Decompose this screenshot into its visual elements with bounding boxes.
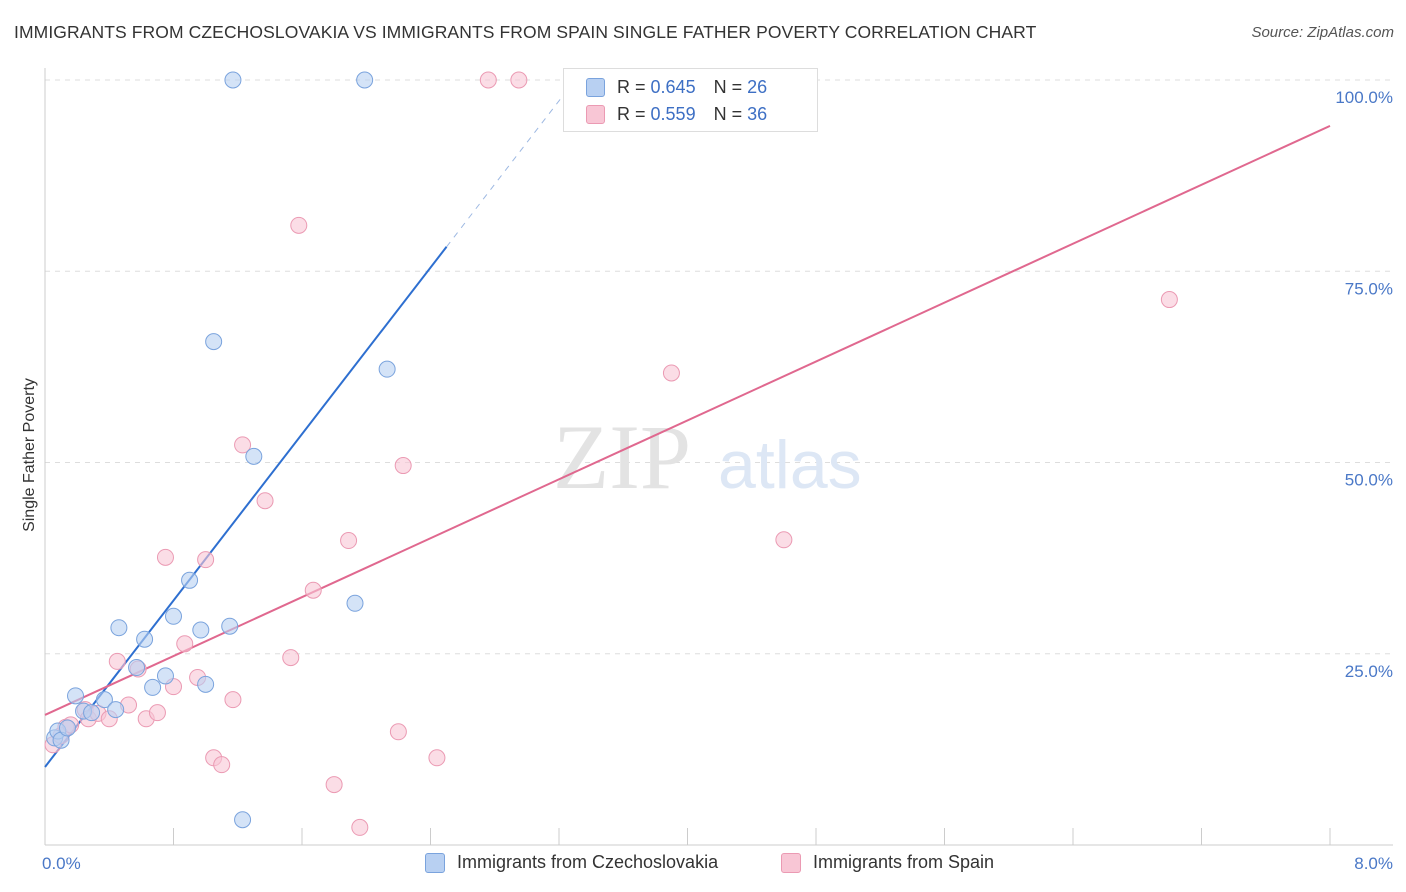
czech-point bbox=[67, 687, 85, 705]
y-tick-label: 25.0% bbox=[1345, 662, 1393, 681]
legend-row-spain: R = 0.559 N = 36 bbox=[586, 102, 767, 126]
spain-point bbox=[290, 216, 308, 234]
czech-point bbox=[356, 71, 374, 89]
czech-point bbox=[128, 659, 146, 677]
spain-point bbox=[479, 71, 497, 89]
y-tick-labels: 25.0% 50.0% 75.0% 100.0% bbox=[1335, 88, 1393, 681]
stats-legend: R = 0.645 N = 26 R = 0.559 N = 36 bbox=[563, 68, 818, 132]
spain-point bbox=[282, 649, 300, 667]
czech-r-value: 0.645 bbox=[650, 76, 696, 97]
legend-czech-label: Immigrants from Czechoslovakia bbox=[457, 852, 719, 872]
czech-swatch bbox=[586, 77, 605, 97]
spain-point bbox=[304, 581, 322, 599]
czech-point bbox=[234, 811, 252, 829]
czech-point bbox=[136, 630, 154, 648]
data-points bbox=[44, 71, 1178, 836]
x-tick-labels: 0.0% 8.0% bbox=[42, 854, 1393, 873]
czech-point bbox=[197, 675, 215, 693]
y-tick-label: 50.0% bbox=[1345, 471, 1393, 490]
y-axis-label: Single Father Poverty bbox=[21, 378, 38, 532]
spain-point bbox=[256, 492, 274, 510]
czech-point bbox=[346, 594, 364, 612]
axes bbox=[44, 68, 1393, 846]
spain-r-value: 0.559 bbox=[650, 103, 696, 124]
spain-point bbox=[394, 457, 412, 475]
czech-trend-line bbox=[44, 246, 448, 768]
spain-point bbox=[340, 532, 358, 550]
spain-r-label: R = bbox=[617, 103, 646, 124]
czech-n-label: N = bbox=[713, 76, 743, 97]
czech-point bbox=[245, 447, 263, 465]
legend-czech-swatch bbox=[425, 852, 445, 873]
legend-item-czech: Immigrants from Czechoslovakia bbox=[425, 852, 718, 873]
czech-n-value: 26 bbox=[747, 76, 768, 97]
legend-spain-swatch bbox=[781, 852, 801, 873]
czech-point bbox=[181, 571, 199, 589]
spain-point bbox=[197, 551, 215, 569]
spain-point bbox=[1160, 291, 1178, 309]
spain-point bbox=[351, 818, 369, 836]
czech-point bbox=[144, 678, 162, 696]
spain-point bbox=[775, 531, 793, 549]
czech-point bbox=[95, 691, 113, 709]
spain-point bbox=[389, 723, 407, 741]
czech-point bbox=[156, 667, 174, 685]
spain-trend-line bbox=[44, 124, 1331, 716]
spain-point bbox=[662, 364, 680, 382]
watermark-atlas: atlas bbox=[718, 427, 862, 503]
spain-point bbox=[510, 71, 528, 89]
czech-point bbox=[58, 719, 76, 737]
x-tick-label: 8.0% bbox=[1354, 854, 1393, 873]
spain-point bbox=[325, 776, 343, 794]
czech-point bbox=[110, 619, 128, 637]
czech-trend-extension bbox=[446, 79, 576, 248]
czech-point bbox=[165, 607, 182, 625]
source-credit: Source: ZipAtlas.com bbox=[1251, 24, 1394, 41]
czech-point bbox=[221, 617, 239, 635]
y-tick-label: 100.0% bbox=[1335, 88, 1393, 107]
legend-item-spain: Immigrants from Spain bbox=[781, 852, 994, 873]
legend-row-czech: R = 0.645 N = 26 bbox=[586, 75, 767, 99]
spain-point bbox=[148, 704, 166, 722]
chart-title: IMMIGRANTS FROM CZECHOSLOVAKIA VS IMMIGR… bbox=[14, 22, 1037, 42]
legend-spain-label: Immigrants from Spain bbox=[813, 852, 995, 872]
y-tick-label: 75.0% bbox=[1345, 279, 1393, 298]
spain-point bbox=[428, 749, 446, 767]
spain-point bbox=[156, 548, 174, 566]
watermark: ZIP atlas bbox=[553, 406, 862, 508]
spain-point bbox=[234, 436, 252, 454]
czech-point bbox=[83, 704, 101, 722]
czech-point bbox=[205, 333, 223, 351]
czech-point bbox=[192, 621, 210, 639]
spain-point bbox=[108, 652, 126, 670]
czech-r-label: R = bbox=[617, 76, 646, 97]
spain-swatch bbox=[586, 104, 605, 124]
watermark-zip: ZIP bbox=[553, 406, 691, 508]
czech-point bbox=[224, 71, 242, 89]
spain-point bbox=[176, 635, 194, 653]
czech-point bbox=[378, 360, 396, 378]
grid-lines bbox=[45, 79, 1393, 655]
series-legend: Immigrants from Czechoslovakia Immigrant… bbox=[0, 852, 1406, 876]
czech-point bbox=[107, 701, 125, 719]
spain-point bbox=[213, 756, 231, 774]
spain-point bbox=[224, 691, 242, 709]
spain-n-value: 36 bbox=[747, 103, 768, 124]
x-tick-label: 0.0% bbox=[42, 854, 81, 873]
spain-n-label: N = bbox=[713, 103, 743, 124]
trend-lines bbox=[44, 79, 1331, 768]
